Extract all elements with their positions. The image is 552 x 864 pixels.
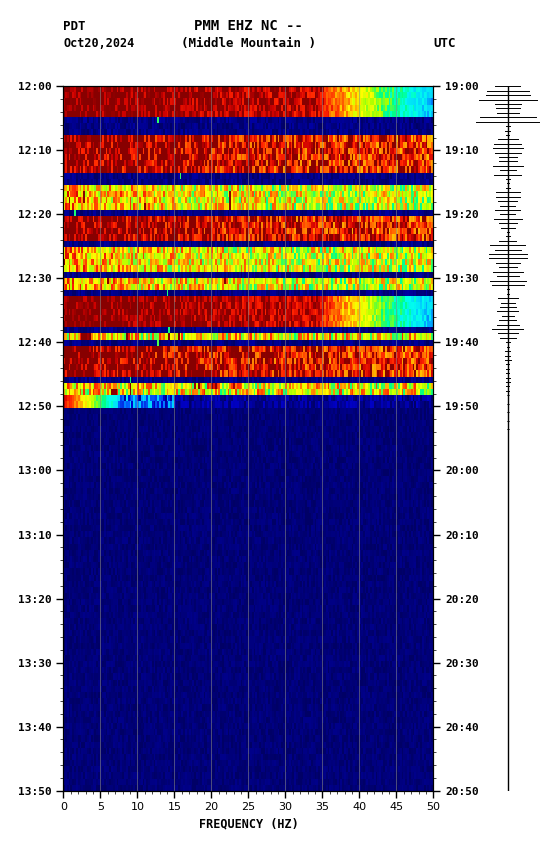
Text: PDT: PDT	[63, 20, 86, 33]
Text: UTC: UTC	[433, 37, 456, 50]
X-axis label: FREQUENCY (HZ): FREQUENCY (HZ)	[199, 818, 298, 831]
Text: (Middle Mountain ): (Middle Mountain )	[181, 37, 316, 50]
Text: Oct20,2024: Oct20,2024	[63, 37, 135, 50]
Text: PMM EHZ NC --: PMM EHZ NC --	[194, 19, 303, 33]
